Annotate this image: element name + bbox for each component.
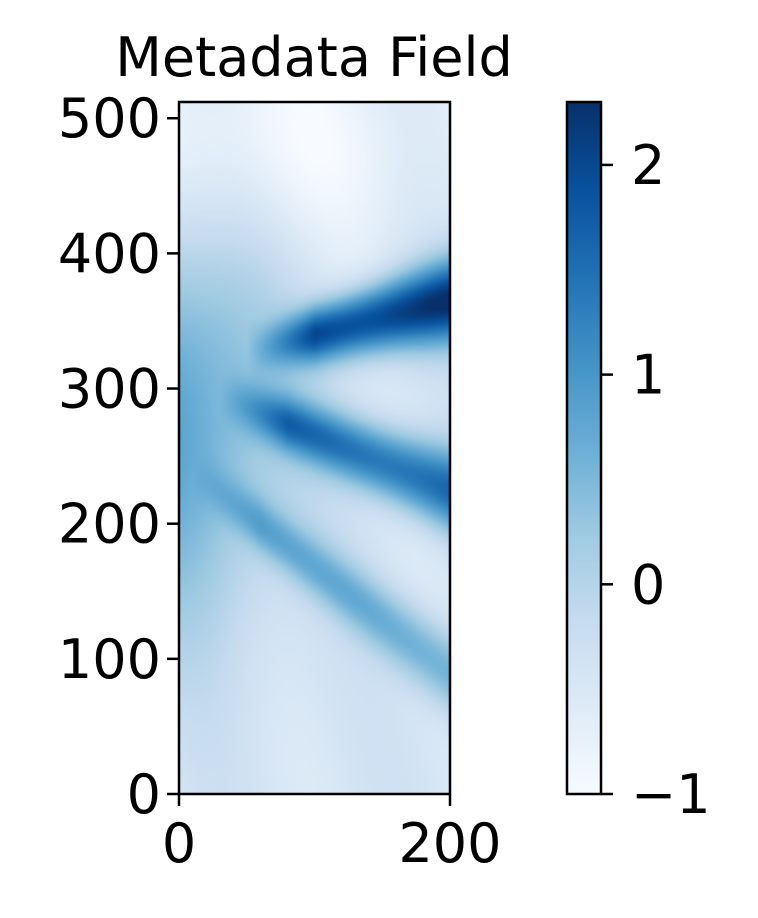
y-tick-label: 500: [58, 87, 161, 150]
x-axis: 0 200: [162, 794, 502, 875]
colorbar: −1 0 1 2: [565, 100, 711, 826]
y-tick-label: 200: [58, 493, 161, 556]
heatmap-image: [179, 102, 450, 794]
colorbar-frame: [565, 100, 603, 796]
colorbar-tick-label: 1: [631, 344, 665, 407]
plot-area: [177, 100, 452, 796]
y-axis: 0 100 200 300 400 500: [58, 87, 179, 826]
y-tick-label: 100: [58, 628, 161, 691]
colorbar-tick-label: −1: [631, 763, 711, 826]
x-tick-label: 200: [398, 812, 501, 875]
y-tick-label: 0: [127, 763, 161, 826]
plot-frame: [177, 100, 452, 796]
colorbar-fill: [567, 102, 601, 794]
y-tick-label: 400: [58, 222, 161, 285]
colorbar-tick-label: 0: [631, 553, 665, 616]
x-tick-label: 0: [162, 812, 196, 875]
chart-title: Metadata Field: [115, 26, 513, 89]
colorbar-ticks: −1 0 1 2: [601, 134, 711, 826]
y-tick-label: 300: [58, 358, 161, 421]
colorbar-tick-label: 2: [631, 134, 665, 197]
